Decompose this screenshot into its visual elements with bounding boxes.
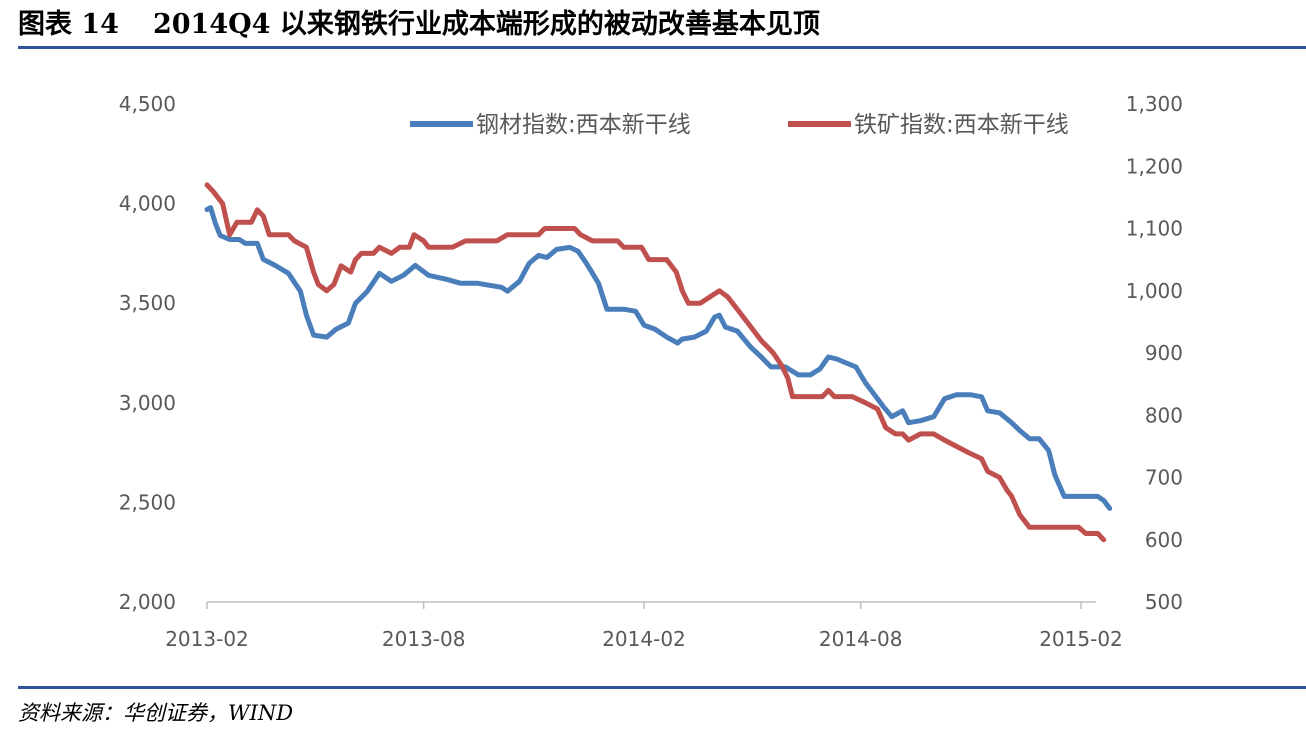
footer-rule xyxy=(18,686,1306,689)
figure-title-text: 2014Q4 以来钢铁行业成本端形成的被动改善基本见顶 xyxy=(152,9,820,40)
y-left-tick-label: 3,500 xyxy=(119,291,176,315)
x-tick-label: 2014-08 xyxy=(819,627,903,651)
y-right-tick-label: 800 xyxy=(1145,403,1183,427)
y-right-tick-label: 700 xyxy=(1145,466,1183,490)
y-left-tick-label: 4,000 xyxy=(119,192,176,216)
y-right-tick-label: 900 xyxy=(1145,341,1183,365)
y-left-tick-label: 2,500 xyxy=(119,490,176,514)
y-right-tick-label: 1,300 xyxy=(1126,92,1183,116)
y-left-tick-label: 3,000 xyxy=(119,391,176,415)
legend-label-2: 铁矿指数:西本新干线 xyxy=(854,112,1069,138)
title-rule xyxy=(18,46,1306,49)
y-right-tick-label: 1,200 xyxy=(1126,154,1183,178)
y-right-tick-label: 1,000 xyxy=(1126,279,1183,303)
x-tick-label: 2014-02 xyxy=(602,627,686,651)
y-left-tick-label: 2,000 xyxy=(119,590,176,614)
y-left-tick-label: 4,500 xyxy=(119,92,176,116)
y-right-tick-label: 600 xyxy=(1145,528,1183,552)
source-note: 资料来源：华创证券，WIND xyxy=(18,701,294,725)
chart-legend: 钢材指数:西本新干线 铁矿指数:西本新干线 xyxy=(410,112,1069,138)
x-tick-label: 2015-02 xyxy=(1039,627,1123,651)
x-tick-label: 2013-08 xyxy=(382,627,466,651)
y-right-tick-label: 500 xyxy=(1145,590,1183,614)
series-line-2 xyxy=(204,182,1107,543)
figure-title: 图表 14 2014Q4 以来钢铁行业成本端形成的被动改善基本见顶 xyxy=(18,6,820,44)
y-right-tick-label: 1,100 xyxy=(1126,217,1183,241)
x-tick-label: 2013-02 xyxy=(165,627,249,651)
chart-axes: 2013-02 2013-08 2014-02 2014-08 2015-02 2,000… xyxy=(119,92,1183,651)
series-line-1 xyxy=(204,205,1113,511)
legend-label-1: 钢材指数:西本新干线 xyxy=(476,112,691,138)
chart-series xyxy=(204,182,1113,543)
figure-label: 图表 14 xyxy=(18,9,119,40)
